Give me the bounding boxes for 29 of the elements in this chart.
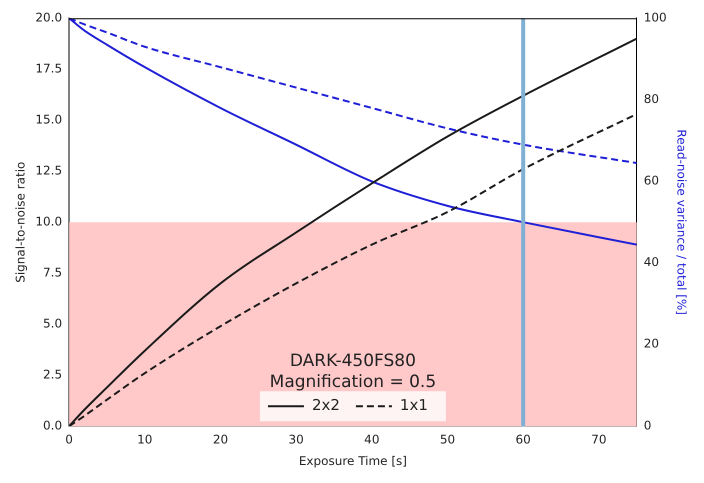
y-axis-title: Signal-to-noise ratio [13, 162, 28, 283]
x-tick-label: 0 [65, 432, 73, 447]
y2-tick-label: 40 [644, 255, 659, 270]
legend-label: 2x2 [312, 396, 340, 414]
y-tick-label: 12.5 [35, 163, 62, 178]
y2-axis-title: Read-noise variance / total [%] [674, 129, 689, 315]
y-tick-label: 15.0 [35, 112, 62, 126]
y2-tick-label: 80 [644, 92, 659, 106]
y-tick-label: 17.5 [35, 61, 62, 76]
x-tick-label: 60 [516, 432, 531, 447]
y-tick-label: 10.0 [35, 214, 62, 228]
x-tick-label: 50 [440, 432, 456, 447]
y-tick-label: 20.0 [35, 10, 62, 24]
x-axis-title: Exposure Time [s] [298, 454, 407, 468]
y-tick-label: 2.5 [43, 367, 62, 382]
legend-label: 1x1 [400, 396, 428, 414]
y2-tick-label: 100 [644, 10, 667, 24]
y-tick-label: 0.0 [43, 418, 62, 432]
y-tick-label: 5.0 [43, 316, 62, 330]
legend-title: DARK-450FS80 Magnification = 0.5 [270, 351, 436, 392]
y2-tick-label: 60 [644, 174, 659, 188]
x-tick-label: 30 [288, 432, 304, 447]
x-tick-label: 20 [212, 432, 228, 447]
y2-tick-label: 0 [644, 418, 652, 432]
x-tick-label: 40 [364, 432, 380, 447]
y-tick-label: 7.5 [43, 265, 62, 280]
x-tick-label: 70 [591, 432, 606, 447]
y2-tick-label: 20 [644, 336, 659, 351]
x-tick-label: 10 [137, 432, 152, 447]
